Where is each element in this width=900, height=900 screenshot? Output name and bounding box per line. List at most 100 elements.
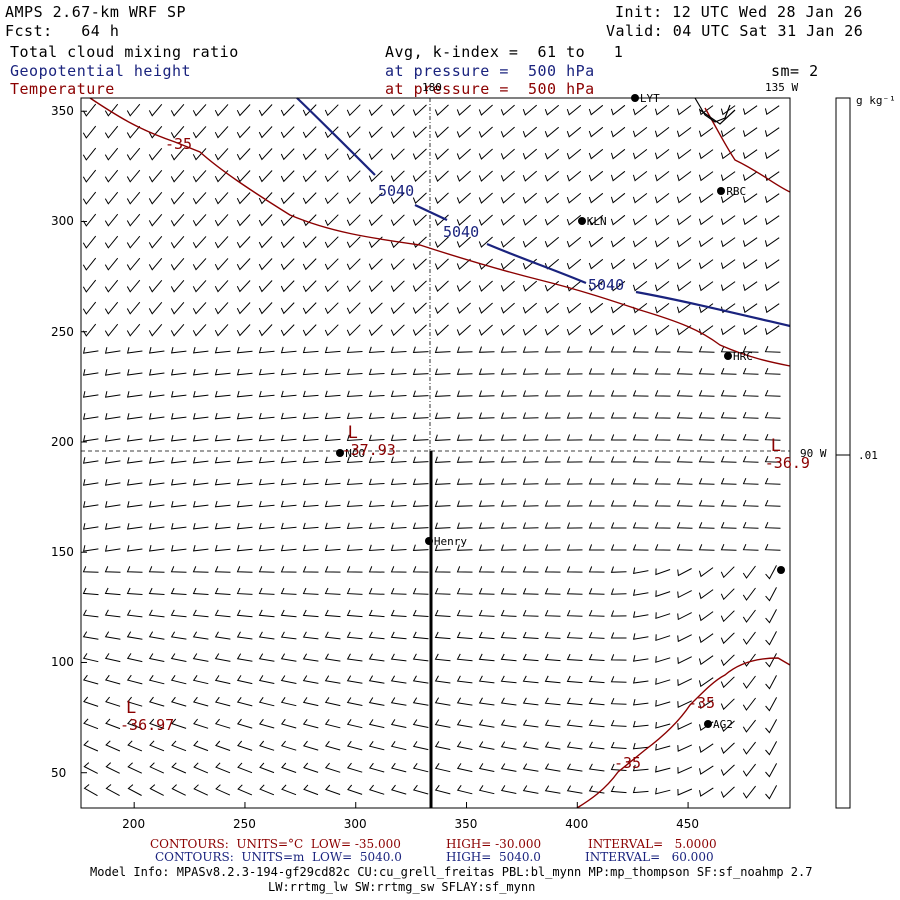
wind-barb <box>148 169 163 183</box>
wind-barbs <box>82 103 781 800</box>
wind-barb <box>742 631 756 645</box>
wind-barb <box>82 301 97 315</box>
station-dot <box>336 449 345 457</box>
wind-barb <box>434 588 451 595</box>
wind-barb <box>720 698 735 711</box>
wind-barb <box>522 214 538 226</box>
wind-barb <box>500 368 517 375</box>
wind-barb <box>324 104 339 117</box>
colorbar-unit: g kg⁻¹ <box>856 94 896 107</box>
wind-barb <box>412 390 429 397</box>
wind-barb <box>654 127 670 138</box>
wind-barb <box>478 126 493 138</box>
wind-barb <box>302 324 317 337</box>
wind-barb <box>522 456 539 463</box>
wind-barb <box>632 478 649 485</box>
wind-barb <box>588 390 605 397</box>
wind-barb <box>104 413 121 420</box>
wind-barb <box>390 762 407 773</box>
wind-barb <box>192 434 209 442</box>
wind-barb <box>105 762 120 774</box>
forecast-hour: Fcst: 64 h <box>5 22 120 40</box>
wind-barb <box>126 213 141 227</box>
wind-barb <box>258 566 275 573</box>
y-tick-label: 250 <box>51 324 74 339</box>
wind-barb <box>456 390 473 397</box>
wind-barb <box>500 456 517 463</box>
wind-barb <box>566 522 583 529</box>
wind-barb <box>720 632 735 645</box>
wind-barb <box>390 719 407 728</box>
wind-barb <box>500 346 517 353</box>
wind-barb <box>456 588 473 595</box>
wind-barb <box>632 611 649 618</box>
station-dot <box>630 94 639 102</box>
wind-barb <box>610 544 627 551</box>
wind-barb <box>456 631 473 640</box>
wind-barb <box>764 325 780 336</box>
wind-barb <box>368 544 385 552</box>
low-center-value: -36.9 <box>764 453 810 472</box>
wind-barb <box>566 675 583 684</box>
wind-barb <box>390 302 405 315</box>
wind-barb <box>346 368 363 376</box>
wind-barb <box>544 412 561 419</box>
wind-barb <box>764 478 781 485</box>
wind-barb <box>610 236 626 248</box>
wind-barb <box>346 587 363 595</box>
wind-barb <box>764 215 780 226</box>
wind-barb <box>148 478 165 486</box>
wind-barb <box>192 412 209 420</box>
wind-barb <box>588 302 604 314</box>
wind-barb <box>390 390 407 398</box>
wind-barb <box>698 237 714 248</box>
wind-barb <box>126 147 141 161</box>
wind-barb <box>522 566 539 573</box>
temp-contour-high: HIGH= -30.000 <box>446 837 542 851</box>
wind-barb <box>742 281 758 292</box>
wind-barb <box>258 653 275 662</box>
wind-barb <box>149 718 165 729</box>
wind-barb <box>500 544 517 551</box>
wind-barb <box>148 566 165 573</box>
wind-barb <box>434 522 451 529</box>
wind-barb <box>764 412 781 419</box>
wind-barb <box>720 390 737 397</box>
wind-barb <box>148 368 165 376</box>
wind-barb <box>456 434 473 441</box>
wind-barb <box>522 741 539 750</box>
wind-barb <box>214 566 231 573</box>
wind-barb <box>698 193 714 204</box>
wind-barb <box>390 456 407 464</box>
wind-barb <box>148 675 165 685</box>
wind-barb <box>610 478 627 485</box>
wind-barb <box>82 609 99 618</box>
wind-barb <box>720 171 736 182</box>
wind-barb <box>544 566 561 573</box>
wind-barb <box>632 127 648 138</box>
wind-barb <box>698 633 714 644</box>
wind-barb <box>654 325 670 336</box>
wind-barb <box>324 609 341 618</box>
wind-barb <box>148 696 165 707</box>
wind-barb <box>214 236 229 249</box>
wind-barb <box>544 478 561 485</box>
field-label-height: Geopotential height <box>10 62 192 80</box>
wind-barb <box>258 236 273 249</box>
y-tick-label: 50 <box>51 765 67 780</box>
wind-barb <box>500 763 517 772</box>
wind-barb <box>390 324 405 337</box>
wind-barb <box>214 412 231 420</box>
wind-barb <box>676 303 692 314</box>
wind-barb <box>522 280 538 292</box>
wind-barb <box>764 303 780 314</box>
wind-barb <box>720 588 735 601</box>
wind-barb <box>500 522 517 529</box>
wind-barb <box>456 544 473 551</box>
wind-barb <box>566 785 583 794</box>
wind-barb <box>324 544 341 552</box>
wind-barb <box>698 171 714 182</box>
wind-barb <box>720 566 735 579</box>
wind-barb <box>698 567 714 578</box>
wind-barb <box>478 522 495 529</box>
